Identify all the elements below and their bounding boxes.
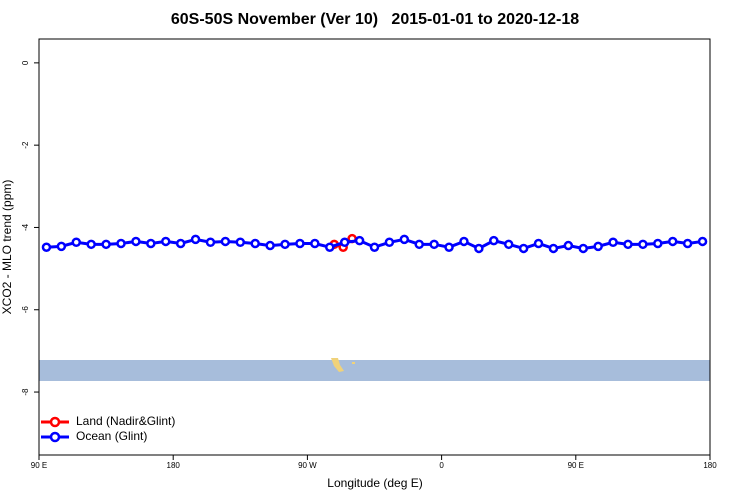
x-tick-label: 90 E <box>31 461 47 470</box>
data-point <box>697 236 708 247</box>
x-tick-label: 0 <box>439 461 444 470</box>
data-point <box>533 238 544 249</box>
data-point <box>160 236 171 247</box>
data-point <box>250 238 260 249</box>
data-point <box>369 242 380 252</box>
data-point <box>638 239 648 250</box>
y-tick-label: -2 <box>21 141 30 149</box>
plot-frame <box>38 38 711 456</box>
x-axis-label: Longitude (deg E) <box>327 476 422 490</box>
x-tick-label: 90 W <box>298 461 317 470</box>
data-point <box>339 237 350 248</box>
data-point <box>653 238 663 249</box>
chart-title: 60S-50S November (Ver 10) 2015-01-01 to … <box>171 11 579 28</box>
map-land <box>352 362 355 364</box>
legend-swatch <box>49 431 61 443</box>
data-point <box>399 234 410 245</box>
data-point <box>474 243 484 254</box>
data-point <box>623 239 633 250</box>
data-point <box>518 243 529 254</box>
x-tick-label: 180 <box>703 461 717 470</box>
data-point <box>56 241 67 252</box>
data-point <box>354 235 365 246</box>
data-point <box>682 238 693 249</box>
data-point <box>414 239 424 250</box>
data-point <box>175 238 186 249</box>
data-point <box>563 240 574 251</box>
data-point <box>444 242 454 252</box>
data-point <box>190 234 201 245</box>
data-point <box>71 237 82 248</box>
data-point <box>41 242 52 252</box>
data-point <box>503 239 514 250</box>
data-point <box>608 237 618 248</box>
x-tick-label: 90 E <box>568 461 584 470</box>
y-axis-label: XCO2 - MLO trend (ppm) <box>0 180 14 315</box>
data-point <box>667 236 678 247</box>
data-point <box>146 238 156 249</box>
data-point <box>384 237 395 248</box>
legend-swatch <box>49 416 61 428</box>
y-tick-label: 0 <box>21 60 30 65</box>
data-point <box>131 236 141 247</box>
data-point <box>295 238 305 249</box>
data-point <box>220 236 231 247</box>
data-point <box>429 239 439 250</box>
y-tick-label: -6 <box>21 306 30 314</box>
data-point <box>235 237 246 248</box>
map-land <box>331 358 344 372</box>
legend-label: Ocean (Glint) <box>76 429 147 443</box>
data-point <box>325 242 335 252</box>
data-point <box>548 243 559 254</box>
data-point <box>280 239 290 250</box>
data-point <box>101 239 111 250</box>
x-tick-label: 180 <box>167 461 181 470</box>
y-tick-label: -8 <box>21 388 30 396</box>
data-point <box>310 238 320 249</box>
y-tick-label: -4 <box>21 223 30 231</box>
data-point <box>116 238 126 249</box>
data-point <box>86 239 96 250</box>
map-ocean-strip <box>39 360 710 381</box>
data-point <box>265 240 275 251</box>
data-point <box>593 241 603 252</box>
data-point <box>489 235 499 246</box>
data-point <box>205 237 216 248</box>
data-point <box>459 236 469 247</box>
legend-label: Land (Nadir&Glint) <box>76 414 175 428</box>
data-point <box>578 243 589 254</box>
